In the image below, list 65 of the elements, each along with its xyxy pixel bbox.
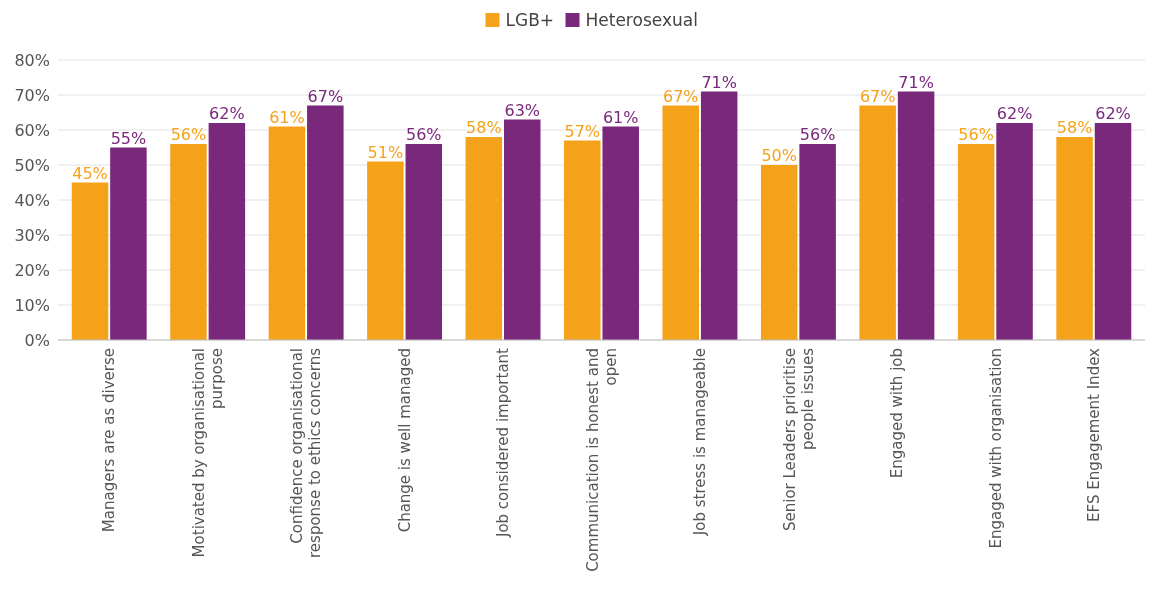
data-label: 62%	[996, 104, 1033, 123]
data-label: 61%	[269, 107, 305, 127]
data-label: 62%	[1095, 104, 1131, 123]
y-tick-label: 0%	[24, 330, 50, 350]
x-tick-label: Engaged with organisation	[986, 348, 1005, 549]
data-label: 56%	[170, 125, 207, 144]
data-label: 63%	[504, 100, 541, 120]
x-tick-label: Motivated by organisational purpose	[189, 348, 226, 558]
legend-label: LGB+	[505, 9, 555, 30]
data-label: 67%	[859, 86, 896, 106]
data-label: 56%	[406, 125, 442, 144]
data-label: 61%	[602, 107, 639, 127]
data-label: 67%	[307, 86, 344, 106]
bar	[859, 105, 896, 340]
y-tick-label: 30%	[14, 225, 50, 245]
bar	[307, 105, 344, 340]
data-label: 55%	[110, 128, 147, 148]
bar	[957, 144, 995, 340]
data-label: 58%	[1056, 118, 1093, 137]
legend-label: Heterosexual	[585, 9, 698, 30]
bar	[465, 137, 503, 340]
x-tick-label: EFS Engagement Index	[1085, 347, 1104, 522]
bar	[71, 182, 109, 340]
data-label: 58%	[466, 118, 502, 137]
bar	[799, 144, 836, 340]
bar	[504, 119, 541, 340]
data-label: 57%	[564, 121, 601, 141]
bar	[564, 140, 601, 340]
data-label: 67%	[662, 86, 699, 106]
bar	[662, 105, 699, 340]
data-label: 45%	[72, 163, 108, 183]
data-label: 71%	[898, 72, 934, 92]
bar	[405, 144, 443, 340]
bar	[602, 126, 639, 340]
data-label: 71%	[701, 72, 737, 92]
x-tick-label: Managers are as diverse	[100, 348, 119, 533]
x-tick-label: Communication is honest and open	[583, 348, 620, 572]
y-tick-label: 10%	[14, 295, 50, 315]
data-label: 56%	[799, 125, 836, 144]
bar	[208, 123, 246, 340]
y-tick-label: 50%	[14, 155, 50, 175]
data-label: 62%	[209, 104, 245, 123]
bar	[268, 126, 306, 340]
bar	[1094, 123, 1132, 340]
bar	[170, 144, 207, 340]
x-tick-label: Engaged with job	[888, 348, 907, 479]
bar	[1056, 137, 1093, 340]
y-tick-label: 20%	[14, 260, 50, 280]
x-tick-label: Change is well managed	[395, 348, 414, 533]
x-tick-label: Senior Leaders prioritise people issues	[780, 347, 817, 532]
bar	[110, 147, 147, 340]
bar	[897, 91, 935, 340]
y-tick-label: 80%	[14, 50, 50, 70]
y-tick-label: 40%	[14, 190, 50, 210]
data-label: 56%	[958, 125, 994, 144]
bar	[700, 91, 738, 340]
data-label: 50%	[761, 146, 797, 165]
x-tick-label: Job stress is manageable	[691, 348, 710, 537]
data-label: 51%	[367, 142, 404, 162]
y-tick-label: 70%	[14, 85, 50, 105]
bar	[760, 165, 798, 340]
bar	[367, 161, 404, 340]
x-tick-label: Job considered important	[494, 347, 513, 539]
y-tick-label: 60%	[14, 120, 50, 140]
bar	[996, 123, 1033, 340]
